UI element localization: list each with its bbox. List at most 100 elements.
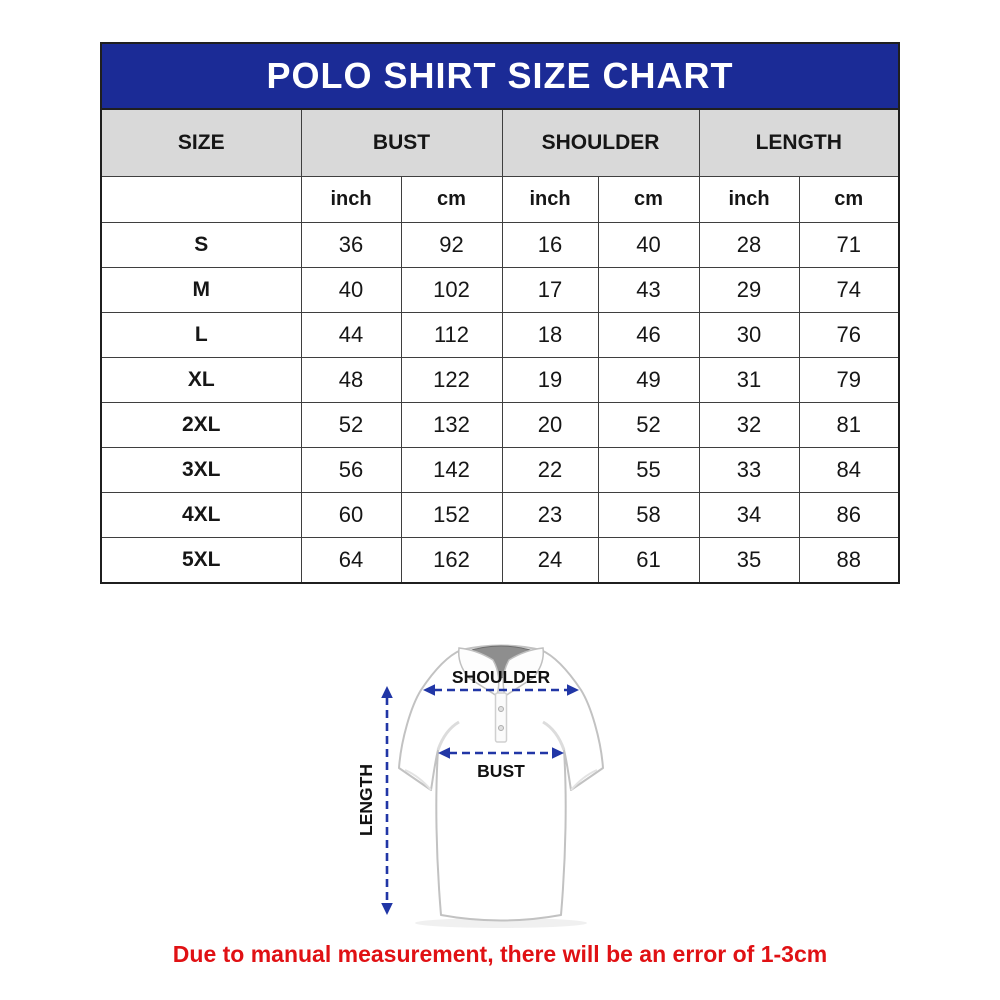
table-cell: 40 bbox=[597, 222, 700, 268]
table-cell: 28 bbox=[698, 222, 800, 268]
size-cell: M bbox=[100, 267, 302, 313]
measurement-note: Due to manual measurement, there will be… bbox=[172, 941, 828, 967]
measurement-diagram: SHOULDER BUST LENGTH bbox=[345, 636, 645, 941]
table-cell: 92 bbox=[400, 222, 503, 268]
table-cell: 40 bbox=[300, 267, 402, 313]
table-cell: 24 bbox=[501, 537, 599, 584]
table-cell: 52 bbox=[300, 402, 402, 448]
table-cell: 79 bbox=[798, 357, 900, 403]
table-cell: 71 bbox=[798, 222, 900, 268]
shirt-body bbox=[398, 644, 604, 922]
placket-button bbox=[498, 725, 504, 731]
table-cell: 142 bbox=[400, 447, 503, 493]
placket-button bbox=[498, 706, 504, 712]
table-cell: 36 bbox=[300, 222, 402, 268]
size-cell: L bbox=[100, 312, 302, 358]
bust-measure-arrow bbox=[438, 747, 564, 759]
polo-shirt-size-diagram: SHOULDER BUST LENGTH bbox=[356, 644, 604, 928]
size-chart-table: POLO SHIRT SIZE CHART SIZE BUST SHOULDER… bbox=[99, 42, 901, 584]
table-cell: 102 bbox=[400, 267, 503, 313]
table-title-row: POLO SHIRT SIZE CHART bbox=[99, 42, 901, 110]
table-row: 5XL 64 162 24 61 35 88 bbox=[100, 537, 900, 584]
unit-header: cm bbox=[597, 176, 700, 223]
button-placket bbox=[494, 692, 508, 743]
table-cell: 48 bbox=[300, 357, 402, 403]
chart-title: POLO SHIRT SIZE CHART bbox=[99, 42, 901, 110]
collar-left-flap bbox=[457, 647, 500, 698]
table-cell: 56 bbox=[300, 447, 402, 493]
table-header-row: SIZE BUST SHOULDER LENGTH bbox=[100, 108, 900, 177]
table-cell: 122 bbox=[400, 357, 503, 403]
table-cell: 64 bbox=[300, 537, 402, 584]
shoulder-measure-arrow bbox=[423, 684, 579, 696]
table-cell: 84 bbox=[798, 447, 900, 493]
table-cell: 86 bbox=[798, 492, 900, 538]
table-cell: 162 bbox=[400, 537, 503, 584]
table-cell: 33 bbox=[698, 447, 800, 493]
table-cell: 17 bbox=[501, 267, 599, 313]
table-cell: 18 bbox=[501, 312, 599, 358]
shoulder-label: SHOULDER bbox=[452, 667, 551, 687]
table-cell: 76 bbox=[798, 312, 900, 358]
table-cell: 55 bbox=[597, 447, 700, 493]
table-cell: 52 bbox=[597, 402, 700, 448]
table-cell: 74 bbox=[798, 267, 900, 313]
column-header-length: LENGTH bbox=[698, 108, 900, 177]
table-cell: 29 bbox=[698, 267, 800, 313]
table-row: S 36 92 16 40 28 71 bbox=[100, 222, 900, 268]
left-cuff-shading bbox=[404, 769, 432, 791]
table-units-row: inch cm inch cm inch cm bbox=[100, 176, 900, 223]
column-header-bust: BUST bbox=[300, 108, 503, 177]
table-cell: 22 bbox=[501, 447, 599, 493]
table-cell: 19 bbox=[501, 357, 599, 403]
table-row: 4XL 60 152 23 58 34 86 bbox=[100, 492, 900, 538]
units-blank-cell bbox=[100, 176, 302, 223]
table-cell: 43 bbox=[597, 267, 700, 313]
table-cell: 132 bbox=[400, 402, 503, 448]
column-header-size: SIZE bbox=[100, 108, 302, 177]
table-cell: 30 bbox=[698, 312, 800, 358]
size-cell: 2XL bbox=[100, 402, 302, 448]
table-row: 3XL 56 142 22 55 33 84 bbox=[100, 447, 900, 493]
size-cell: S bbox=[100, 222, 302, 268]
table-cell: 88 bbox=[798, 537, 900, 584]
table-row: XL 48 122 19 49 31 79 bbox=[100, 357, 900, 403]
table-cell: 60 bbox=[300, 492, 402, 538]
size-cell: 4XL bbox=[100, 492, 302, 538]
right-sleeve-seam bbox=[542, 720, 566, 751]
unit-header: inch bbox=[300, 176, 402, 223]
size-cell: 3XL bbox=[100, 447, 302, 493]
size-cell: XL bbox=[100, 357, 302, 403]
table-cell: 32 bbox=[698, 402, 800, 448]
table-cell: 46 bbox=[597, 312, 700, 358]
table-cell: 20 bbox=[501, 402, 599, 448]
table-cell: 35 bbox=[698, 537, 800, 584]
polo-shirt-illustration bbox=[398, 644, 604, 922]
size-cell: 5XL bbox=[100, 537, 302, 584]
table-cell: 58 bbox=[597, 492, 700, 538]
unit-header: inch bbox=[501, 176, 599, 223]
table-cell: 61 bbox=[597, 537, 700, 584]
table-cell: 49 bbox=[597, 357, 700, 403]
column-header-shoulder: SHOULDER bbox=[501, 108, 700, 177]
table-cell: 16 bbox=[501, 222, 599, 268]
table-row: L 44 112 18 46 30 76 bbox=[100, 312, 900, 358]
unit-header: inch bbox=[698, 176, 800, 223]
table-cell: 23 bbox=[501, 492, 599, 538]
right-cuff-shading bbox=[570, 769, 598, 791]
collar-right-flap bbox=[502, 647, 545, 698]
unit-header: cm bbox=[400, 176, 503, 223]
table-cell: 152 bbox=[400, 492, 503, 538]
table-cell: 31 bbox=[698, 357, 800, 403]
table-row: 2XL 52 132 20 52 32 81 bbox=[100, 402, 900, 448]
length-label: LENGTH bbox=[356, 764, 376, 836]
length-measure-arrow bbox=[381, 686, 393, 915]
unit-header: cm bbox=[798, 176, 900, 223]
bust-label: BUST bbox=[477, 761, 525, 781]
left-sleeve-seam bbox=[436, 720, 460, 751]
table-cell: 34 bbox=[698, 492, 800, 538]
table-cell: 44 bbox=[300, 312, 402, 358]
table-cell: 81 bbox=[798, 402, 900, 448]
table-row: M 40 102 17 43 29 74 bbox=[100, 267, 900, 313]
table-cell: 112 bbox=[400, 312, 503, 358]
